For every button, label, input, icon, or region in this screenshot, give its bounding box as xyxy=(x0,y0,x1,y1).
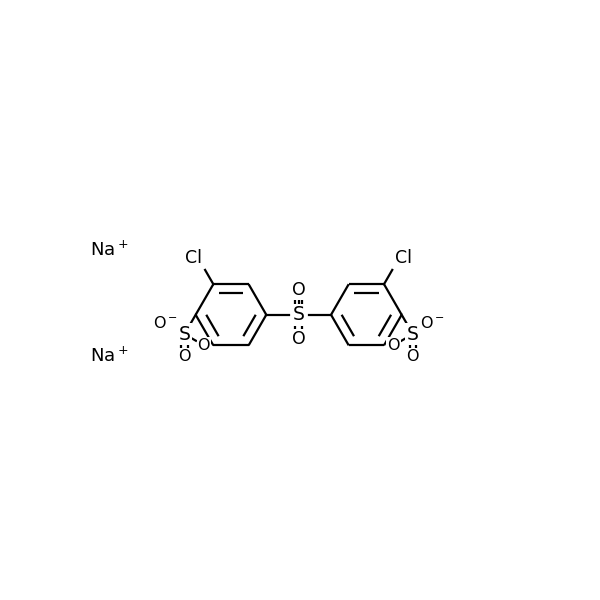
Text: O: O xyxy=(292,281,305,299)
Text: O: O xyxy=(292,331,305,349)
Text: O: O xyxy=(387,338,400,353)
Text: O: O xyxy=(197,338,210,353)
Text: S: S xyxy=(407,325,419,344)
Text: Na$^+$: Na$^+$ xyxy=(90,346,128,365)
Text: S: S xyxy=(179,325,190,344)
Text: O$^-$: O$^-$ xyxy=(420,315,445,331)
Text: S: S xyxy=(293,305,305,324)
Text: O: O xyxy=(407,349,419,364)
Text: Cl: Cl xyxy=(395,249,412,267)
Text: Cl: Cl xyxy=(185,249,202,267)
Text: O$^-$: O$^-$ xyxy=(152,315,178,331)
Text: O: O xyxy=(178,349,191,364)
Text: Na$^+$: Na$^+$ xyxy=(90,241,128,260)
